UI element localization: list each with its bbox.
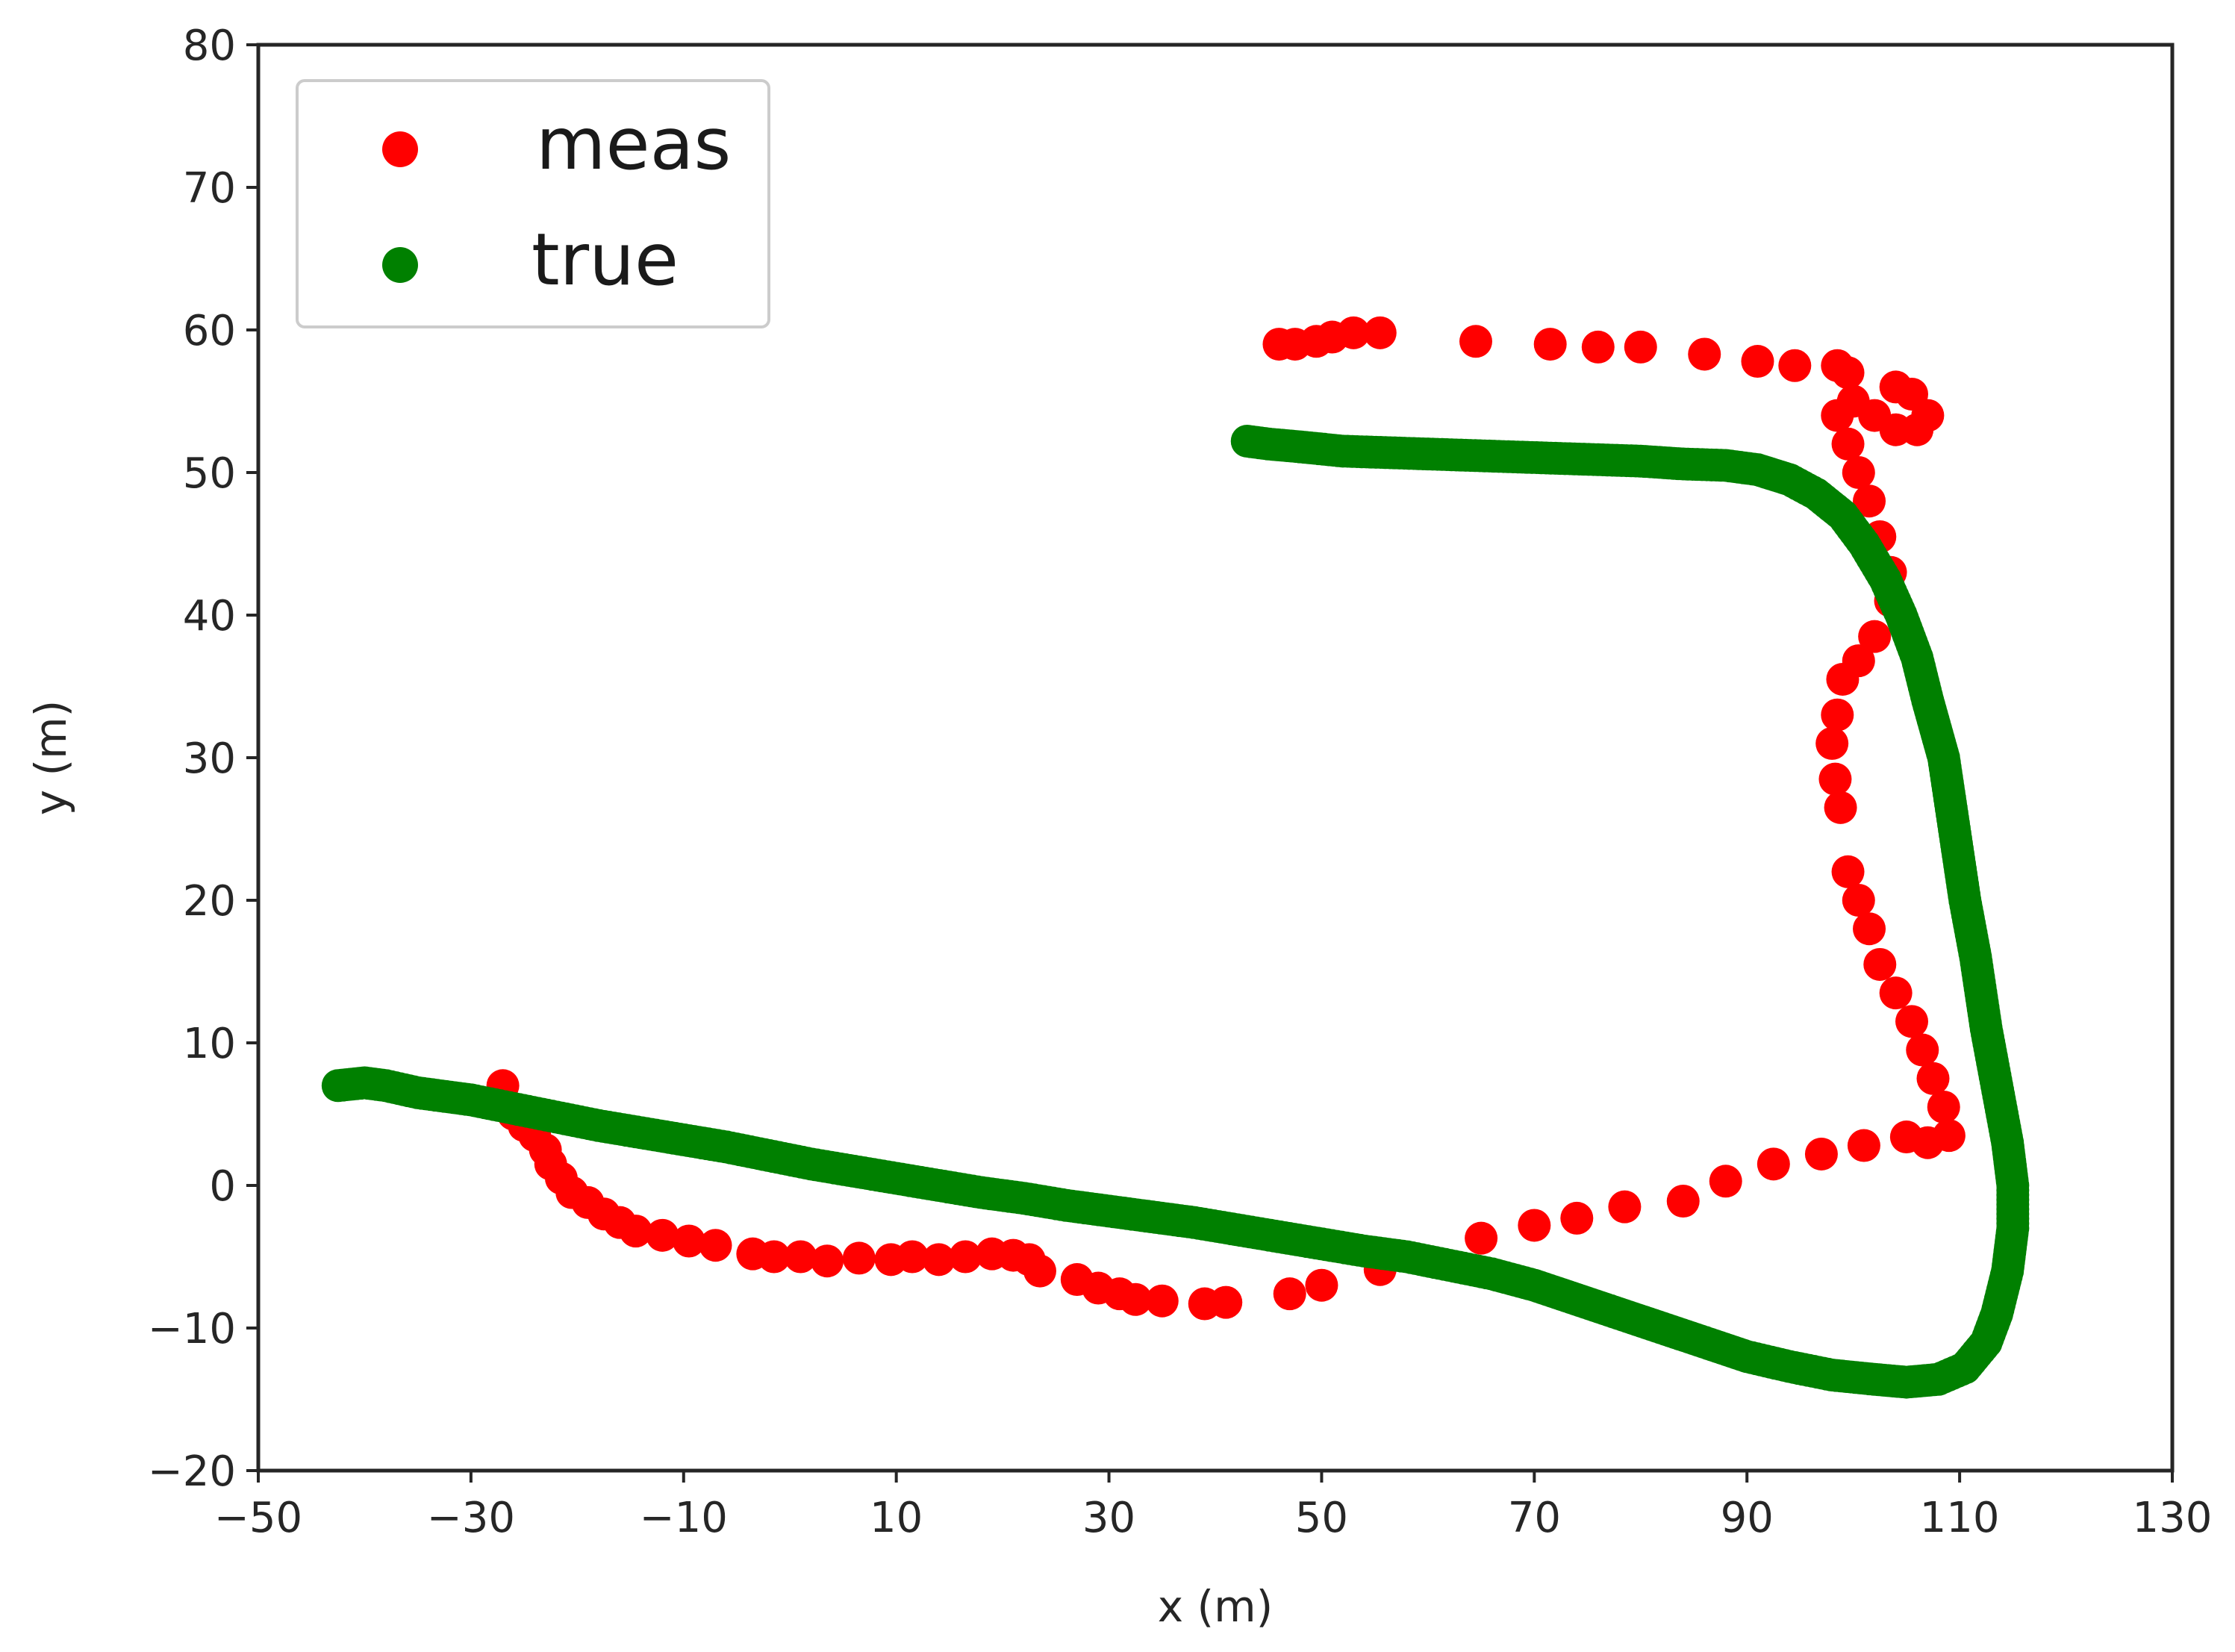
data-point-meas — [811, 1244, 844, 1278]
x-tick-label: 130 — [2133, 1494, 2213, 1542]
data-point-meas — [1831, 427, 1865, 461]
data-point-meas — [1518, 1209, 1551, 1242]
data-point-meas — [619, 1215, 652, 1248]
data-point-meas — [1688, 337, 1721, 371]
y-tick-label: 20 — [183, 877, 236, 926]
data-point-meas — [1847, 1129, 1880, 1162]
x-axis-label: x (m) — [1158, 1581, 1274, 1632]
data-point-meas — [1821, 349, 1854, 382]
y-tick-label: 80 — [183, 22, 236, 70]
data-point-meas — [1145, 1284, 1179, 1318]
x-tick-label: 70 — [1508, 1494, 1561, 1542]
data-point-meas — [1023, 1254, 1056, 1288]
y-tick-label: 30 — [183, 735, 236, 783]
data-point-meas — [1895, 1005, 1929, 1038]
x-tick-label: −30 — [427, 1494, 515, 1542]
data-point-meas — [1863, 947, 1897, 981]
data-point-meas — [1853, 912, 1886, 946]
y-tick-label: 0 — [209, 1162, 236, 1211]
data-point-meas — [1273, 1277, 1306, 1311]
data-point-meas — [1363, 316, 1397, 349]
data-point-meas — [757, 1240, 791, 1274]
y-tick-label: −20 — [148, 1447, 236, 1496]
data-point-meas — [672, 1224, 705, 1258]
data-point-meas — [1842, 456, 1875, 489]
y-tick-label: 70 — [183, 164, 236, 213]
data-point-meas — [922, 1243, 956, 1277]
data-point-meas — [1916, 1062, 1950, 1095]
data-point-meas — [1262, 328, 1296, 361]
x-tick-label: 50 — [1295, 1494, 1348, 1542]
y-tick-label: −10 — [148, 1305, 236, 1353]
data-point-meas — [1741, 345, 1774, 378]
data-point-meas — [646, 1218, 679, 1252]
ticks-layer: −50 −30 −10 10 30 50 70 90 110 130 −20 −10 0 10 20 30 40… — [148, 22, 2213, 1542]
data-point-meas — [1879, 370, 1913, 404]
data-point-meas — [1560, 1201, 1594, 1235]
data-point-meas — [1906, 1033, 1939, 1067]
data-point-meas — [1815, 726, 1849, 760]
data-point-meas — [1709, 1165, 1742, 1198]
data-point-meas — [1756, 1147, 1790, 1181]
data-point-meas — [1305, 1268, 1338, 1302]
x-tick-label: 30 — [1082, 1494, 1135, 1542]
y-tick-label: 60 — [183, 307, 236, 355]
legend-label-true: true — [532, 218, 679, 302]
data-point-meas — [1666, 1185, 1700, 1218]
data-point-meas — [1853, 484, 1886, 518]
data-point-meas — [1842, 644, 1875, 678]
data-point-meas — [1824, 791, 1857, 824]
series-layer — [321, 316, 2030, 1399]
data-point-meas — [1778, 349, 1812, 382]
data-point-meas — [1932, 1119, 1966, 1153]
data-point-meas — [1927, 1090, 1960, 1123]
data-point-meas — [1119, 1282, 1153, 1316]
data-point-meas — [1858, 620, 1892, 653]
data-point-meas — [1608, 1190, 1642, 1224]
data-point-meas — [1842, 884, 1875, 917]
data-point-meas — [699, 1229, 732, 1262]
x-tick-label: 110 — [1920, 1494, 2000, 1542]
data-point-meas — [1209, 1285, 1243, 1319]
data-point-meas — [1821, 698, 1854, 732]
x-tick-label: −50 — [214, 1494, 302, 1542]
data-point-meas — [1465, 1221, 1498, 1255]
y-tick-label: 40 — [183, 592, 236, 640]
data-point-meas — [842, 1241, 876, 1275]
legend-marker-true — [382, 247, 418, 283]
y-tick-label: 50 — [183, 449, 236, 498]
y-axis-label: y (m) — [25, 700, 76, 816]
data-point-meas — [1459, 325, 1492, 358]
data-point-meas — [1804, 1137, 1838, 1171]
legend-marker-meas — [382, 131, 418, 167]
legend: meas true — [296, 79, 770, 328]
data-point-meas — [1818, 762, 1852, 796]
data-point-meas — [896, 1240, 929, 1274]
x-tick-label: 10 — [870, 1494, 923, 1542]
data-point-true — [1230, 424, 1264, 458]
data-point-meas — [1581, 330, 1615, 364]
data-point-meas — [1879, 976, 1913, 1010]
y-tick-label: 10 — [183, 1020, 236, 1068]
data-point-meas — [1624, 330, 1657, 364]
data-point-meas — [1533, 328, 1567, 361]
data-point-meas — [1831, 855, 1865, 888]
x-tick-label: −10 — [640, 1494, 728, 1542]
legend-label-meas: meas — [536, 102, 731, 186]
data-point-meas — [949, 1240, 982, 1274]
x-tick-label: 90 — [1721, 1494, 1774, 1542]
data-point-meas — [784, 1240, 817, 1274]
